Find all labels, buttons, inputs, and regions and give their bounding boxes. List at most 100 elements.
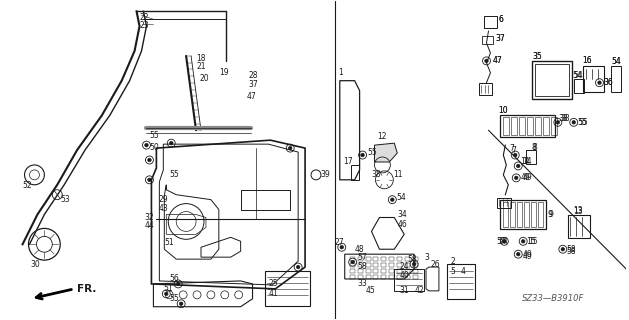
Bar [394, 269, 424, 291]
Bar [405, 263, 410, 267]
Bar [498, 198, 511, 208]
Bar [405, 269, 410, 273]
Bar [511, 117, 517, 135]
Bar [365, 257, 370, 261]
Bar [374, 257, 379, 261]
Circle shape [515, 176, 518, 180]
Circle shape [361, 153, 364, 157]
Text: 14: 14 [522, 157, 532, 166]
Text: 18: 18 [196, 54, 206, 63]
Text: 23: 23 [140, 21, 149, 30]
Bar [365, 275, 370, 279]
Bar [358, 263, 362, 267]
Bar [532, 61, 572, 99]
Text: 55: 55 [367, 148, 377, 156]
Bar [527, 117, 533, 135]
Bar [524, 202, 529, 228]
Text: 54: 54 [611, 57, 621, 66]
Bar [398, 269, 402, 273]
Text: 39: 39 [320, 170, 330, 180]
Text: 46: 46 [398, 220, 407, 229]
Circle shape [145, 143, 148, 147]
Text: 55: 55 [579, 118, 589, 127]
Text: 47: 47 [493, 56, 502, 65]
Bar [389, 257, 394, 261]
Text: 34: 34 [398, 210, 407, 219]
Circle shape [296, 265, 300, 269]
Text: 7: 7 [511, 146, 516, 155]
Circle shape [351, 260, 355, 264]
Text: 20: 20 [199, 74, 209, 83]
Text: 37: 37 [248, 80, 259, 89]
Text: 21: 21 [196, 62, 206, 71]
Bar [535, 117, 541, 135]
Text: 6: 6 [498, 15, 503, 24]
Bar [381, 275, 386, 279]
Bar [381, 269, 386, 273]
Circle shape [165, 292, 168, 296]
Bar [413, 275, 418, 279]
Text: 36: 36 [603, 78, 613, 87]
Bar [350, 269, 355, 273]
Text: 5: 5 [451, 267, 455, 276]
Text: 40: 40 [399, 271, 409, 281]
Text: 55: 55 [169, 294, 179, 303]
Bar [389, 275, 394, 279]
Bar [503, 117, 509, 135]
Text: 31: 31 [399, 286, 409, 295]
Bar [241, 190, 290, 210]
Text: 13: 13 [573, 207, 582, 216]
Text: 30: 30 [30, 260, 40, 268]
Circle shape [176, 282, 180, 286]
Circle shape [148, 178, 151, 182]
Text: 54: 54 [496, 237, 506, 246]
Bar [365, 263, 370, 267]
Text: 49: 49 [522, 250, 532, 259]
Bar [398, 257, 402, 261]
Text: 56: 56 [169, 275, 179, 284]
Circle shape [516, 252, 520, 256]
Text: 14: 14 [520, 157, 530, 166]
Polygon shape [374, 143, 398, 162]
Bar [413, 263, 418, 267]
Text: 53: 53 [60, 195, 70, 204]
Bar [413, 269, 418, 273]
Text: 8: 8 [531, 143, 536, 152]
Bar [358, 257, 362, 261]
Bar [611, 66, 621, 92]
Text: 38: 38 [372, 170, 381, 180]
Bar [405, 257, 410, 261]
Text: 22: 22 [140, 13, 149, 22]
Circle shape [561, 247, 565, 251]
Circle shape [179, 302, 183, 306]
Text: 10: 10 [498, 106, 508, 115]
Text: 38: 38 [561, 114, 571, 123]
Text: 50: 50 [150, 143, 159, 152]
Bar [517, 202, 522, 228]
Text: 11: 11 [393, 170, 403, 180]
Text: 33: 33 [358, 279, 367, 288]
Circle shape [169, 141, 173, 145]
Text: 54: 54 [396, 193, 406, 202]
Bar [538, 202, 543, 228]
Text: 55: 55 [150, 131, 159, 140]
Text: 15: 15 [528, 237, 538, 246]
Text: 29: 29 [159, 195, 168, 204]
Text: 2: 2 [451, 257, 455, 266]
Circle shape [485, 59, 488, 63]
Bar [350, 275, 355, 279]
Circle shape [391, 198, 394, 201]
Text: 54: 54 [611, 57, 621, 66]
Bar [568, 214, 589, 238]
Text: 9: 9 [548, 210, 553, 219]
Circle shape [572, 121, 576, 124]
Text: 52: 52 [23, 181, 32, 190]
Text: 58: 58 [567, 245, 576, 254]
Bar [398, 275, 402, 279]
Text: 32: 32 [145, 213, 154, 222]
Text: 13: 13 [573, 206, 582, 215]
Text: 55: 55 [577, 118, 587, 127]
Bar [381, 263, 386, 267]
Circle shape [413, 262, 416, 266]
Text: 49: 49 [522, 252, 532, 261]
